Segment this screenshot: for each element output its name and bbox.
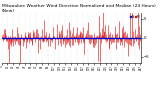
Legend: N, M: N, M [130, 15, 139, 19]
Text: Milwaukee Weather Wind Direction Normalized and Median (24 Hours) (New): Milwaukee Weather Wind Direction Normali… [2, 4, 155, 13]
